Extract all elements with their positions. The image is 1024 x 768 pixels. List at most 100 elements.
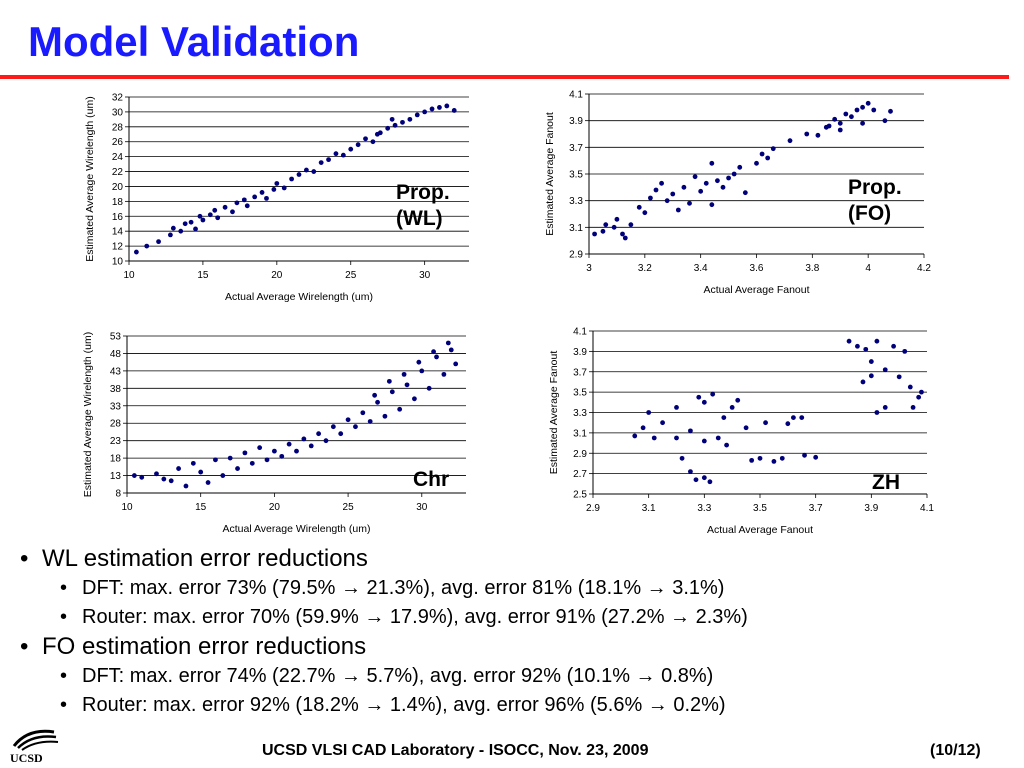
chart-2-panel-label: (FO) (848, 202, 891, 225)
chart-3-ytick-label: 38 (110, 384, 122, 395)
chart-2-point (837, 120, 843, 126)
chart-4-point (743, 425, 749, 431)
chart-3-point (161, 476, 167, 482)
chart-3-point (426, 385, 432, 391)
chart-2-ytick-label: 3.7 (569, 143, 583, 154)
chart-1-point (271, 187, 277, 192)
chart-2-point (622, 235, 628, 241)
chart-2-ytick-label: 3.1 (569, 223, 583, 234)
chart-1-point (437, 105, 442, 110)
chart-2-point (659, 180, 664, 186)
chart-2-point (865, 100, 871, 106)
scatter-chart-1: 10 12 14 16 18 20 22 24 26 28 30 32 10 15 20 25 30 Actual… (84, 93, 469, 303)
chart-3-point (235, 466, 240, 471)
chart-1-point (355, 142, 361, 148)
chart-4-xtick-label: 2.9 (586, 503, 600, 514)
chart-3-ytick-label: 18 (110, 454, 122, 465)
chart-1-point (363, 136, 368, 142)
chart-4-point (646, 410, 652, 415)
chart-1-point (197, 213, 203, 219)
chart-4-point (855, 343, 860, 349)
chart-4-point (688, 469, 693, 474)
chart-2-point (664, 198, 670, 204)
chart-3-point (190, 460, 196, 466)
chart-3-point (386, 378, 392, 384)
chart-2-point (628, 222, 634, 228)
chart-2-point (715, 178, 720, 184)
bullet-fo-dft: DFT: max. error 74% (22.7% → 5.7%), avg.… (20, 662, 1010, 691)
chart-3-point (213, 457, 218, 463)
chart-4-xtick-label: 3.5 (753, 503, 767, 514)
chart-3-point (154, 471, 159, 477)
chart-1-ytick-label: 22 (112, 167, 124, 178)
chart-4-ytick-label: 3.7 (573, 367, 587, 378)
chart-1-ytick-label: 26 (112, 137, 124, 148)
chart-1-point (188, 219, 194, 225)
chart-1-point (407, 116, 413, 122)
chart-4-ytick-label: 2.7 (573, 469, 587, 480)
chart-1-point (144, 243, 150, 249)
chart-1-point (370, 139, 376, 145)
chart-4-point (860, 379, 866, 385)
chart-2-point (815, 132, 821, 138)
chart-3-point (448, 347, 454, 353)
chart-3-point (434, 354, 439, 360)
chart-4-point (882, 367, 888, 373)
chart-2-point (759, 151, 765, 157)
chart-2-xtick-label: 4 (865, 263, 871, 274)
chart-4-point (749, 457, 755, 463)
chart-2-xtick-label: 3.2 (638, 263, 652, 274)
chart-3-point (453, 361, 459, 367)
chart-3-point (323, 438, 329, 444)
chart-2-point (670, 191, 676, 197)
scatter-chart-2: 2.9 3.1 3.3 3.5 3.7 3.9 4.1 3 3.2 3.4 3.6 3.8 4 4.2 Ac… (544, 90, 931, 297)
chart-2-point (849, 114, 854, 120)
chart-3-ytick-label: 48 (110, 349, 122, 360)
chart-1-ytick-label: 14 (112, 227, 124, 238)
chart-2-point (698, 188, 704, 194)
chart-4-point (701, 399, 707, 405)
chart-1-point (212, 207, 218, 213)
chart-3-point (338, 431, 344, 437)
chart-4-point (640, 425, 646, 431)
chart-3-point (176, 466, 181, 471)
chart-4-ylabel: Estimated Average Fanout (548, 351, 560, 475)
chart-4-point (632, 433, 638, 439)
chart-4-ytick-label: 2.5 (573, 490, 587, 501)
chart-3-xtick-label: 25 (343, 502, 355, 513)
chart-1-ytick-label: 10 (112, 257, 124, 268)
bullet-wl-dft: DFT: max. error 73% (79.5% → 21.3%), avg… (20, 574, 1010, 603)
chart-1-point (170, 225, 176, 231)
chart-4-point (868, 359, 874, 364)
chart-2-ylabel: Estimated Average Fanout (544, 112, 556, 236)
chart-1-ytick-label: 32 (112, 93, 124, 104)
chart-3-ytick-label: 13 (110, 471, 122, 482)
chart-1-point (429, 106, 435, 112)
chart-4-point (688, 428, 693, 434)
ucsd-logo-text: UCSD (10, 751, 43, 765)
chart-2-panel-label: Prop. (848, 176, 902, 199)
chart-2-point (871, 107, 877, 113)
chart-4-point (721, 415, 727, 420)
chart-3-point (353, 424, 358, 430)
chart-3-point (330, 424, 336, 430)
chart-2-point (600, 228, 606, 234)
chart-4-point (874, 338, 880, 344)
chart-1-point (392, 122, 398, 128)
chart-3-ytick-label: 53 (110, 332, 122, 343)
chart-3-point (389, 389, 395, 395)
chart-2-point (770, 146, 776, 152)
chart-3-xtick-label: 20 (269, 502, 281, 513)
chart-4-point (710, 391, 716, 397)
chart-3-ytick-label: 33 (110, 401, 122, 412)
chart-3-point (404, 382, 410, 388)
chart-1-point (200, 217, 206, 223)
bullet-list: WL estimation error reductions DFT: max.… (20, 544, 1010, 720)
chart-3-point (431, 349, 436, 355)
chart-1-point (296, 172, 302, 177)
chart-4-point (910, 405, 916, 410)
chart-4-point (779, 455, 785, 461)
chart-4-point (882, 405, 888, 410)
chart-4-point (660, 420, 665, 426)
chart-2-point (837, 127, 843, 133)
